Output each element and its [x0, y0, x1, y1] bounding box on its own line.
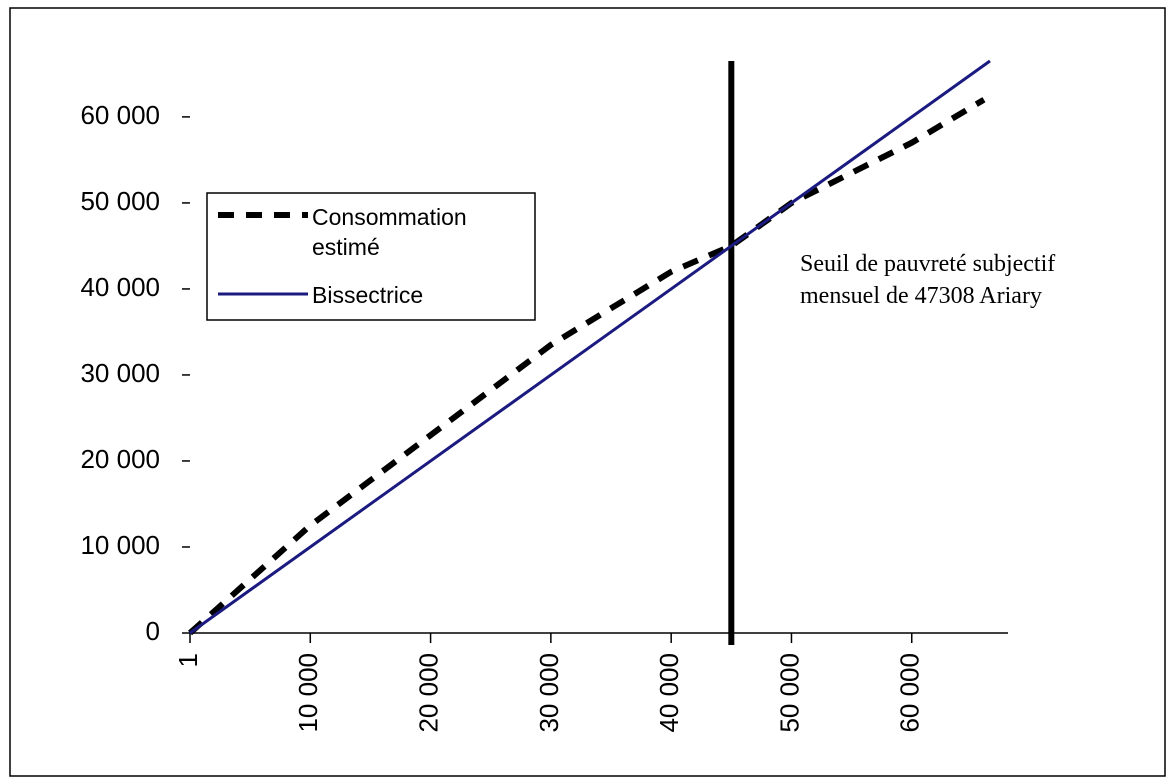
- y-tick-label: 0: [146, 616, 160, 646]
- x-tick-label: 10 000: [293, 653, 323, 733]
- x-tick-label: 40 000: [654, 653, 684, 733]
- series-line: [189, 59, 991, 635]
- x-tick-label: 20 000: [413, 653, 443, 733]
- x-tick-label: 1: [173, 653, 203, 667]
- x-tick-label: 60 000: [895, 653, 925, 733]
- y-tick-label: 50 000: [80, 186, 160, 216]
- y-tick-label: 30 000: [80, 358, 160, 388]
- legend-label: Consommation estimé: [312, 204, 467, 260]
- frame: [9, 7, 1166, 777]
- x-tick-label: 30 000: [534, 653, 564, 733]
- y-tick-label: 40 000: [80, 272, 160, 302]
- y-tick-label: 20 000: [80, 444, 160, 474]
- legend-label: Bissectrice: [312, 282, 424, 308]
- y-tick-label: 60 000: [80, 100, 160, 130]
- x-tick-label: 50 000: [774, 653, 804, 733]
- series-line: [188, 97, 986, 636]
- y-tick-label: 10 000: [80, 530, 160, 560]
- annotation: Seuil de pauvreté subjectif mensuel de 4…: [800, 251, 1056, 309]
